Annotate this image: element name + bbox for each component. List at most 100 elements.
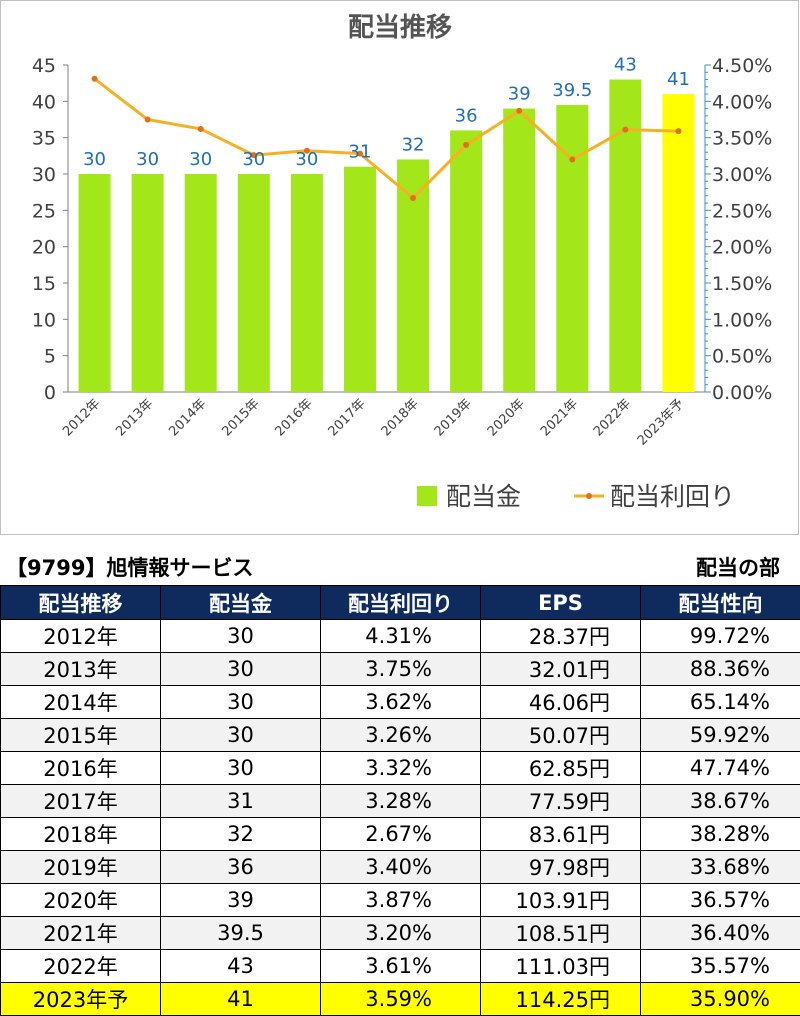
table-cell: 30	[161, 686, 321, 719]
chart-svg: 配当推移 0510152025303540450.00%0.50%1.00%1.…	[0, 0, 800, 536]
table-cell: 3.61%	[321, 950, 481, 983]
yield-point-2018年	[410, 195, 416, 201]
table-cell: 30	[161, 719, 321, 752]
y-right-tick-label: 3.00%	[712, 164, 772, 186]
table-cell: 3.26%	[321, 719, 481, 752]
header-payout: 配当性向	[641, 586, 800, 620]
table-cell: 36	[161, 851, 321, 884]
table-cell: 33.68%	[641, 851, 800, 884]
bar-value-label: 39	[508, 84, 531, 105]
table-cell: 103.91円	[481, 884, 641, 917]
bar-2015年	[238, 174, 270, 392]
table-cell: 31	[161, 785, 321, 818]
header-dividend: 配当金	[161, 586, 321, 620]
table-cell: 2012年	[1, 620, 161, 653]
table-cell: 83.61円	[481, 818, 641, 851]
bar-value-label: 30	[295, 149, 318, 170]
y-right-tick-label: 4.00%	[712, 91, 772, 113]
table-cell: 36.57%	[641, 884, 800, 917]
table-cell: 41	[161, 983, 321, 1016]
bar-2018年	[397, 159, 429, 392]
header-eps: EPS	[481, 586, 641, 620]
table-cell: 35.90%	[641, 983, 800, 1016]
bar-value-label: 30	[189, 149, 212, 170]
yield-point-2020年	[516, 108, 522, 114]
table-cell: 59.92%	[641, 719, 800, 752]
y-right-tick-label: 4.50%	[712, 55, 772, 77]
bar-value-label: 36	[455, 105, 478, 126]
table-cell: 99.72%	[641, 620, 800, 653]
bar-2020年	[503, 109, 535, 392]
bar-2014年	[185, 174, 217, 392]
bar-2023年予	[662, 94, 694, 392]
header-yield: 配当利回り	[321, 586, 481, 620]
table-cell: 2017年	[1, 785, 161, 818]
yield-point-2022年	[622, 127, 628, 133]
table-cell: 2016年	[1, 752, 161, 785]
table-cell: 2021年	[1, 917, 161, 950]
y-left-tick-label: 40	[32, 91, 56, 113]
table-cell: 2019年	[1, 851, 161, 884]
y-right-tick-label: 0.00%	[712, 382, 772, 404]
table-cell: 3.20%	[321, 917, 481, 950]
bar-value-label: 43	[614, 55, 637, 76]
y-left-tick-label: 20	[32, 237, 56, 259]
y-left-tick-label: 25	[32, 200, 56, 222]
legend-swatch-dividend	[417, 486, 437, 506]
table-cell: 3.59%	[321, 983, 481, 1016]
table-cell: 2020年	[1, 884, 161, 917]
table-cell: 28.37円	[481, 620, 641, 653]
table-cell: 108.51円	[481, 917, 641, 950]
table-cell: 39.5	[161, 917, 321, 950]
table-cell: 46.06円	[481, 686, 641, 719]
y-right-tick-label: 3.50%	[712, 128, 772, 150]
table-cell: 2023年予	[1, 983, 161, 1016]
table-cell: 35.57%	[641, 950, 800, 983]
table-cell: 2013年	[1, 653, 161, 686]
table-cell: 77.59円	[481, 785, 641, 818]
y-left-tick-label: 15	[32, 273, 56, 295]
bar-value-label: 41	[667, 69, 690, 90]
table-cell: 38.28%	[641, 818, 800, 851]
table-header: 配当推移 配当金 配当利回り EPS 配当性向	[1, 586, 800, 620]
table-cell: 114.25円	[481, 983, 641, 1016]
y-right-tick-label: 2.50%	[712, 200, 772, 222]
legend-label-yield: 配当利回り	[610, 482, 735, 511]
yield-point-2023年予	[675, 128, 681, 134]
table-cell: 88.36%	[641, 653, 800, 686]
company-title: 【9799】旭情報サービス	[6, 552, 253, 582]
bar-value-label: 30	[242, 149, 265, 170]
legend-swatch-yield-point	[586, 493, 592, 499]
chart-title: 配当推移	[348, 13, 452, 43]
y-right-tick-label: 1.50%	[712, 273, 772, 295]
table-cell: 2018年	[1, 818, 161, 851]
legend-label-dividend: 配当金	[446, 482, 521, 511]
table-cell: 4.31%	[321, 620, 481, 653]
yield-point-2014年	[198, 126, 204, 132]
table-cell: 3.32%	[321, 752, 481, 785]
table-cell: 3.28%	[321, 785, 481, 818]
bar-2016年	[291, 174, 323, 392]
table-cell: 62.85円	[481, 752, 641, 785]
bar-value-label: 39.5	[552, 80, 592, 101]
table-cell: 2015年	[1, 719, 161, 752]
table-cell: 3.62%	[321, 686, 481, 719]
table-cell: 3.75%	[321, 653, 481, 686]
table-cell: 39	[161, 884, 321, 917]
bar-value-label: 32	[402, 134, 425, 155]
y-right-tick-label: 1.00%	[712, 309, 772, 331]
table-cell: 32.01円	[481, 653, 641, 686]
yield-point-2019年	[463, 142, 469, 148]
table-cell: 36.40%	[641, 917, 800, 950]
table-cell: 30	[161, 653, 321, 686]
y-right-tick-label: 2.00%	[712, 237, 772, 259]
table-cell: 50.07円	[481, 719, 641, 752]
